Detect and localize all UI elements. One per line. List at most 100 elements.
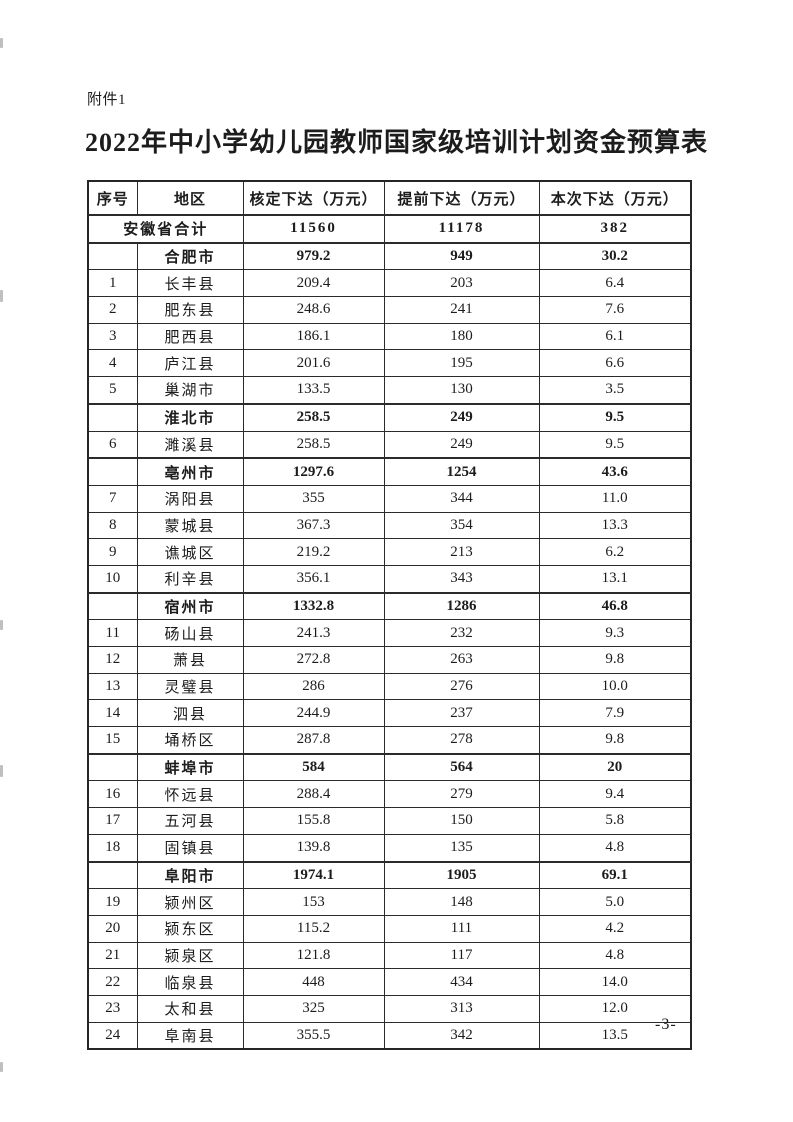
table-header-row: 序号 地区 核定下达（万元） 提前下达（万元） 本次下达（万元）	[87, 180, 692, 216]
cell-serial	[87, 241, 138, 271]
cell-advance: 278	[383, 726, 540, 755]
cell-approved: 288.4	[242, 780, 385, 809]
cell-approved: 448	[242, 968, 385, 996]
cell-advance: 249	[383, 402, 540, 432]
cell-current: 13.3	[538, 511, 692, 540]
cell-advance: 237	[383, 699, 540, 728]
cell-serial: 11	[87, 619, 138, 647]
cell-approved: 367.3	[242, 511, 385, 540]
cell-advance: 249	[383, 430, 540, 459]
cell-advance: 180	[383, 322, 540, 351]
county-row: 4 庐江县 201.6 195 6.6	[87, 349, 692, 378]
cell-approved: 258.5	[242, 402, 385, 432]
county-row: 9 谯城区 219.2 213 6.2	[87, 538, 692, 566]
cell-approved: 155.8	[242, 807, 385, 835]
cell-current: 4.2	[538, 914, 692, 943]
cell-advance: 263	[383, 646, 540, 674]
cell-approved: 355	[242, 484, 385, 513]
cell-advance: 117	[383, 941, 540, 970]
cell-current: 9.4	[538, 780, 692, 809]
cell-advance: 1286	[383, 591, 540, 621]
county-row: 11 砀山县 241.3 232 9.3	[87, 619, 692, 647]
cell-serial: 18	[87, 833, 138, 863]
cell-approved: 979.2	[242, 241, 385, 271]
cell-region: 肥东县	[136, 296, 244, 324]
cell-current: 69.1	[538, 860, 692, 890]
cell-serial	[87, 591, 138, 621]
cell-current: 5.0	[538, 888, 692, 916]
cell-advance: 343	[383, 564, 540, 594]
cell-advance: 564	[383, 752, 540, 782]
cell-advance: 313	[383, 994, 540, 1023]
county-row: 8 蒙城县 367.3 354 13.3	[87, 511, 692, 540]
cell-approved: 272.8	[242, 646, 385, 674]
cell-region: 蚌埠市	[136, 752, 244, 782]
cell-serial	[87, 752, 138, 782]
cell-current: 9.8	[538, 726, 692, 755]
county-row: 10 利辛县 356.1 343 13.1	[87, 564, 692, 594]
cell-advance: 434	[383, 968, 540, 996]
cell-approved: 287.8	[242, 726, 385, 755]
cell-current: 382	[538, 214, 692, 244]
cell-region: 颍泉区	[136, 941, 244, 970]
cell-region: 颍东区	[136, 914, 244, 943]
cell-region: 砀山县	[136, 619, 244, 647]
cell-approved: 133.5	[242, 376, 385, 405]
cell-serial: 14	[87, 699, 138, 728]
county-row: 5 巢湖市 133.5 130 3.5	[87, 376, 692, 405]
cell-approved: 258.5	[242, 430, 385, 459]
cell-current: 5.8	[538, 807, 692, 835]
cell-advance: 276	[383, 672, 540, 701]
scan-artifact	[0, 765, 3, 777]
county-row: 6 濉溪县 258.5 249 9.5	[87, 430, 692, 459]
cell-approved: 244.9	[242, 699, 385, 728]
cell-current: 6.2	[538, 538, 692, 566]
cell-region: 阜南县	[136, 1021, 244, 1050]
cell-approved: 1332.8	[242, 591, 385, 621]
cell-advance: 150	[383, 807, 540, 835]
county-row: 2 肥东县 248.6 241 7.6	[87, 296, 692, 324]
cell-advance: 354	[383, 511, 540, 540]
cell-advance: 344	[383, 484, 540, 513]
cell-region: 安徽省合计	[87, 214, 244, 244]
cell-current: 43.6	[538, 457, 692, 486]
cell-serial: 1	[87, 269, 138, 298]
cell-current: 9.5	[538, 430, 692, 459]
cell-advance: 148	[383, 888, 540, 916]
province-total-row: 安徽省合计 11560 11178 382	[87, 214, 692, 244]
header-current: 本次下达（万元）	[538, 180, 692, 216]
cell-current: 9.5	[538, 402, 692, 432]
cell-region: 庐江县	[136, 349, 244, 378]
cell-current: 12.0	[538, 994, 692, 1023]
cell-approved: 286	[242, 672, 385, 701]
cell-region: 灵璧县	[136, 672, 244, 701]
cell-serial: 21	[87, 941, 138, 970]
scan-artifact	[0, 38, 3, 48]
cell-serial: 9	[87, 538, 138, 566]
cell-approved: 325	[242, 994, 385, 1023]
cell-region: 怀远县	[136, 780, 244, 809]
cell-region: 太和县	[136, 994, 244, 1023]
cell-advance: 1905	[383, 860, 540, 890]
cell-region: 亳州市	[136, 457, 244, 486]
cell-current: 13.5	[538, 1021, 692, 1050]
attachment-label: 附件1	[87, 92, 127, 108]
county-row: 24 阜南县 355.5 342 13.5	[87, 1021, 692, 1050]
cell-serial: 6	[87, 430, 138, 459]
city-summary-row: 宿州市 1332.8 1286 46.8	[87, 591, 692, 621]
cell-serial: 12	[87, 646, 138, 674]
cell-region: 颍州区	[136, 888, 244, 916]
cell-region: 涡阳县	[136, 484, 244, 513]
page-title: 2022年中小学幼儿园教师国家级培训计划资金预算表	[84, 128, 708, 157]
cell-approved: 201.6	[242, 349, 385, 378]
cell-region: 阜阳市	[136, 860, 244, 890]
cell-region: 利辛县	[136, 564, 244, 594]
cell-serial: 22	[87, 968, 138, 996]
cell-region: 肥西县	[136, 322, 244, 351]
cell-approved: 186.1	[242, 322, 385, 351]
cell-region: 五河县	[136, 807, 244, 835]
city-summary-row: 蚌埠市 584 564 20	[87, 752, 692, 782]
cell-serial: 16	[87, 780, 138, 809]
cell-current: 9.3	[538, 619, 692, 647]
